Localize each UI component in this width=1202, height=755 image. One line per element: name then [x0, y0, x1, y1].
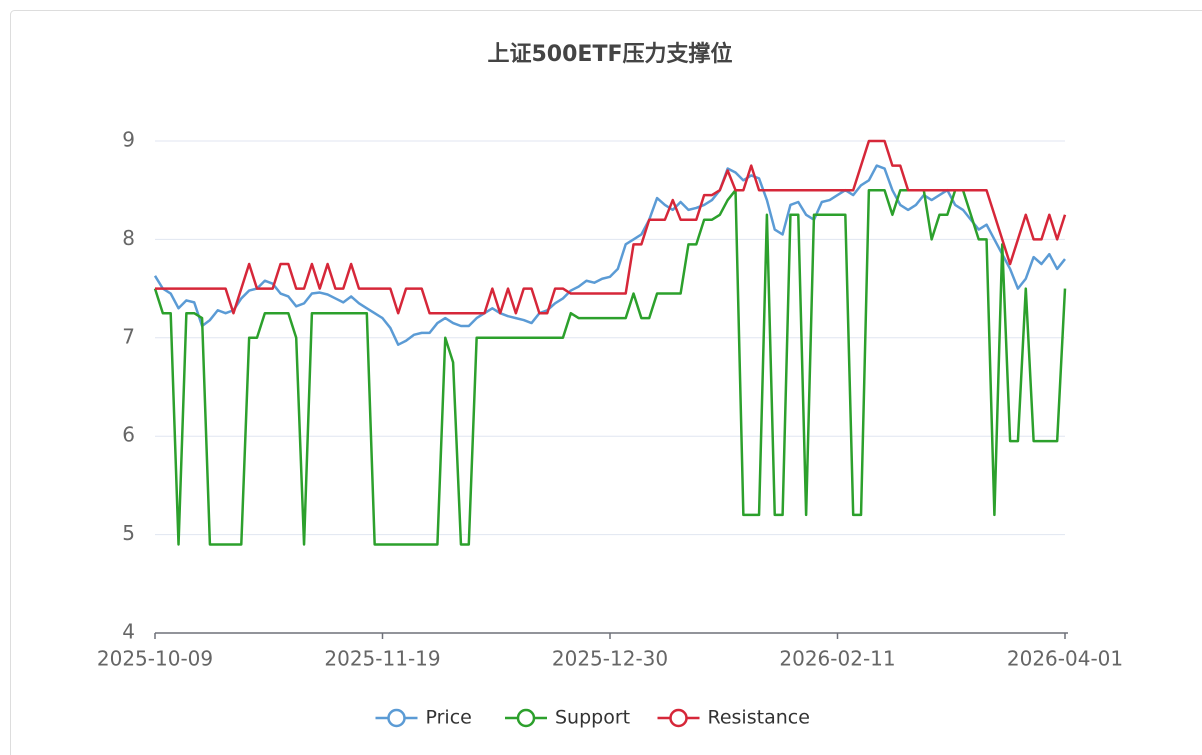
x-tick-label: 2025-10-09: [97, 647, 213, 671]
y-tick-label: 6: [122, 423, 135, 447]
legend-marker: [669, 708, 688, 728]
y-tick-label: 7: [122, 324, 135, 348]
x-tick-label: 2026-02-11: [779, 647, 895, 671]
chart-title: 上证500ETF压力支撑位: [488, 41, 733, 67]
legend-label: Price: [426, 707, 472, 729]
y-tick-label: 8: [122, 226, 135, 250]
x-tick-label: 2026-04-01: [1007, 647, 1123, 671]
x-tick-label: 2025-11-19: [324, 647, 440, 671]
card: [10, 10, 1202, 755]
legend-marker: [387, 708, 406, 728]
legend-label: Resistance: [708, 707, 810, 729]
series-line: [155, 139, 1067, 315]
y-tick-label: 9: [122, 128, 135, 152]
y-tick-label: 5: [122, 521, 135, 545]
y-tick-label: 4: [122, 620, 135, 644]
series-line: [153, 164, 1066, 346]
legend-marker: [516, 708, 536, 728]
legend-label: Support: [555, 707, 630, 729]
x-tick-label: 2025-12-30: [552, 647, 668, 671]
